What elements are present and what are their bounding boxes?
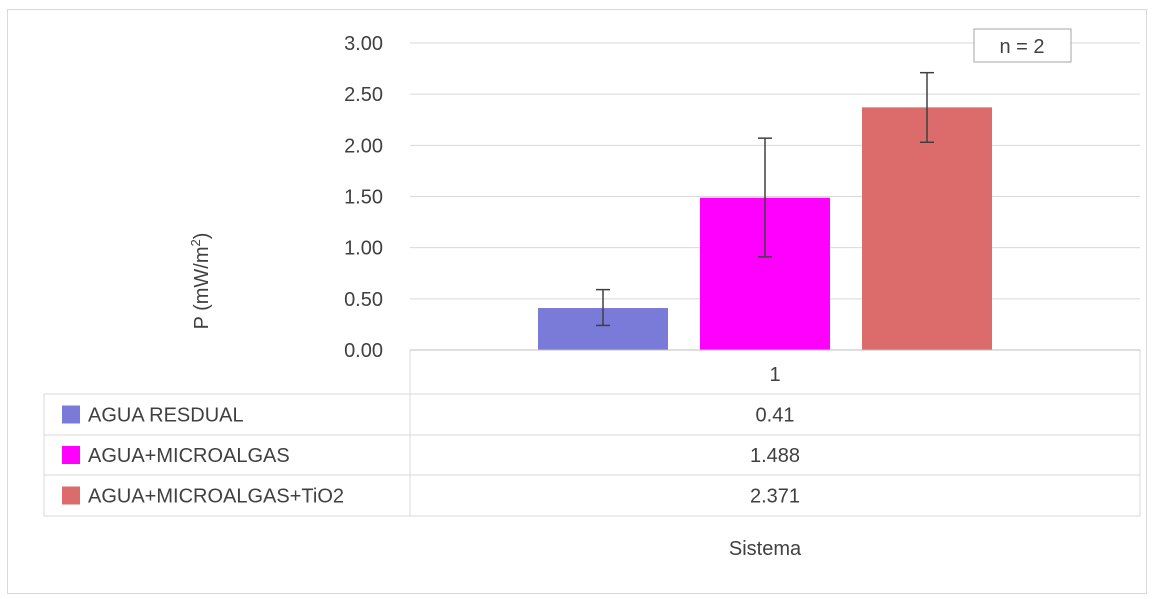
y-tick-label: 2.00 — [344, 135, 383, 157]
table-row: AGUA+MICROALGAS+TiO2 2.371 — [62, 486, 800, 508]
bar — [862, 107, 992, 350]
y-tick-label: 1.50 — [344, 187, 383, 209]
data-label: 2.371 — [750, 486, 800, 508]
legend-swatch — [62, 446, 80, 464]
annotation-text: n = 2 — [999, 36, 1044, 58]
legend-label: AGUA+MICROALGAS+TiO2 — [88, 486, 344, 508]
table-row: AGUA RESDUAL 0.41 — [62, 405, 794, 427]
y-tick-label: 3.00 — [344, 33, 383, 55]
data-label: 1.488 — [750, 445, 800, 467]
table-row: AGUA+MICROALGAS 1.488 — [62, 445, 800, 467]
y-tick-label: 0.50 — [344, 289, 383, 311]
legend-label: AGUA RESDUAL — [88, 405, 244, 427]
error-bar — [758, 137, 772, 258]
legend-swatch — [62, 486, 80, 505]
error-bar — [596, 288, 610, 327]
legend-label: AGUA+MICROALGAS — [88, 445, 290, 467]
y-tick-label: 0.00 — [344, 340, 383, 362]
annotation-box: n = 2 — [973, 28, 1072, 63]
y-axis-label: P (mW/m2) — [188, 233, 213, 330]
error-bar — [920, 71, 934, 144]
error-bars — [596, 71, 934, 327]
y-tick-labels: 0.00 0.50 1.00 1.50 2.00 2.50 3.00 — [344, 33, 383, 362]
svg-text:P (mW/m2): P (mW/m2) — [188, 233, 213, 330]
data-label: 0.41 — [756, 405, 795, 427]
x-axis-label: Sistema — [729, 538, 802, 560]
legend-swatch — [62, 405, 80, 424]
x-tick-label: 1 — [769, 364, 780, 386]
y-tick-label: 1.00 — [344, 238, 383, 260]
y-tick-label: 2.50 — [344, 84, 383, 106]
